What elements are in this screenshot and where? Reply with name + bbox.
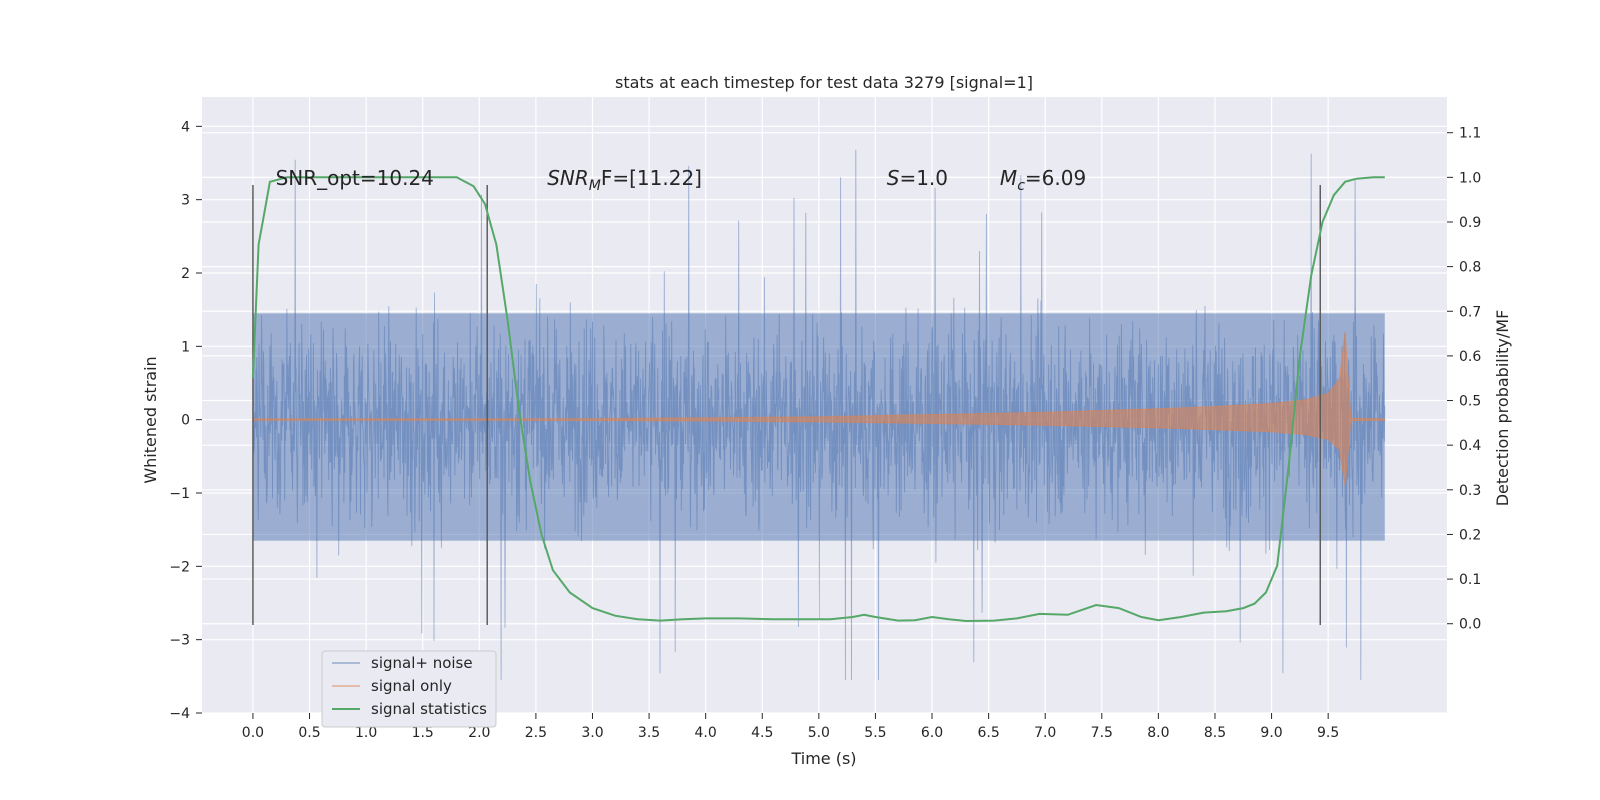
y-tick-label: 0 bbox=[181, 413, 190, 429]
annotation: S=1.0 bbox=[887, 166, 948, 190]
x-tick-label: 4.0 bbox=[695, 725, 717, 741]
y2-tick-label: 1.1 bbox=[1459, 126, 1481, 142]
y2-tick-label: 0.1 bbox=[1459, 572, 1481, 588]
chart-title: stats at each timestep for test data 327… bbox=[615, 73, 1033, 92]
x-tick-label: 2.5 bbox=[525, 725, 547, 741]
x-axis: 0.0 0.5 1.0 1.5 2.0 2.5 3.0 3.5 4.0 4.5 5.0 5.5 6.0 6… bbox=[242, 713, 1339, 741]
annotation: SNRMF=[11.22] bbox=[547, 166, 702, 194]
y-tick-label: −3 bbox=[169, 633, 190, 649]
x-tick-label: 8.0 bbox=[1147, 725, 1169, 741]
annotations: SNR_opt=10.24 SNRMF=[11.22] S=1.0 Mc=6.09 bbox=[276, 166, 1087, 194]
y2-tick-label: 0.4 bbox=[1459, 438, 1481, 454]
y2-tick-label: 0.9 bbox=[1459, 215, 1481, 231]
y2-tick-label: 0.8 bbox=[1459, 260, 1481, 276]
y-tick-label: 2 bbox=[181, 266, 190, 282]
annotation: Mc=6.09 bbox=[1000, 166, 1086, 194]
x-axis-label: Time (s) bbox=[790, 749, 856, 768]
legend-label-signal: signal only bbox=[371, 677, 452, 695]
y-axis-label: Whitened strain bbox=[141, 356, 160, 483]
x-tick-label: 6.0 bbox=[921, 725, 943, 741]
legend-box bbox=[321, 650, 497, 728]
x-tick-label: 7.5 bbox=[1091, 725, 1113, 741]
y2-tick-label: 0.0 bbox=[1459, 617, 1481, 633]
y-tick-label: 3 bbox=[181, 193, 190, 209]
x-tick-label: 7.0 bbox=[1034, 725, 1056, 741]
signal-noise-line bbox=[252, 149, 1386, 681]
x-tick-label: 2.0 bbox=[468, 725, 490, 741]
legend: signal+ noise signal only signal statist… bbox=[321, 650, 497, 728]
y2-tick-label: 0.2 bbox=[1459, 527, 1481, 543]
y-axis-right: 1.1 1.0 0.9 0.8 0.7 0.6 0.5 0.4 0.3 0.2 0.1 0.0 bbox=[1447, 126, 1481, 633]
x-tick-label: 1.5 bbox=[412, 725, 434, 741]
x-tick-label: 0.5 bbox=[298, 725, 320, 741]
x-tick-label: 8.5 bbox=[1204, 725, 1226, 741]
legend-label-stats: signal statistics bbox=[371, 700, 487, 718]
y-tick-label: −1 bbox=[169, 486, 190, 502]
y-tick-label: −2 bbox=[169, 559, 190, 575]
signal-statistics-line bbox=[251, 176, 1385, 623]
y-axis-left: 4 3 2 1 0 −1 −2 −3 −4 bbox=[169, 119, 202, 722]
x-tick-label: 3.5 bbox=[638, 725, 660, 741]
legend-label-noise: signal+ noise bbox=[371, 654, 473, 672]
y2-tick-label: 0.7 bbox=[1459, 304, 1481, 320]
signal-only-envelope bbox=[252, 331, 1386, 486]
y-axis-label-right: Detection probability/MF bbox=[1493, 310, 1512, 507]
x-tick-label: 9.0 bbox=[1260, 725, 1282, 741]
x-tick-label: 3.0 bbox=[581, 725, 603, 741]
x-tick-label: 6.5 bbox=[977, 725, 999, 741]
y-tick-label: 1 bbox=[181, 339, 190, 355]
y2-tick-label: 0.6 bbox=[1459, 349, 1481, 365]
x-tick-label: 5.0 bbox=[808, 725, 830, 741]
y2-tick-label: 1.0 bbox=[1459, 170, 1481, 186]
annotation: SNR_opt=10.24 bbox=[276, 166, 434, 190]
x-tick-label: 9.5 bbox=[1317, 725, 1339, 741]
y2-tick-label: 0.3 bbox=[1459, 483, 1481, 499]
x-tick-label: 4.5 bbox=[751, 725, 773, 741]
x-tick-label: 0.0 bbox=[242, 725, 264, 741]
y-tick-label: 4 bbox=[181, 119, 190, 135]
x-tick-label: 5.5 bbox=[864, 725, 886, 741]
x-tick-label: 1.0 bbox=[355, 725, 377, 741]
signal-statistics-series bbox=[251, 176, 1385, 623]
y2-tick-label: 0.5 bbox=[1459, 394, 1481, 410]
signal-only-series bbox=[252, 331, 1386, 486]
y-tick-label: −4 bbox=[169, 706, 190, 722]
vertical-markers bbox=[252, 185, 1321, 625]
